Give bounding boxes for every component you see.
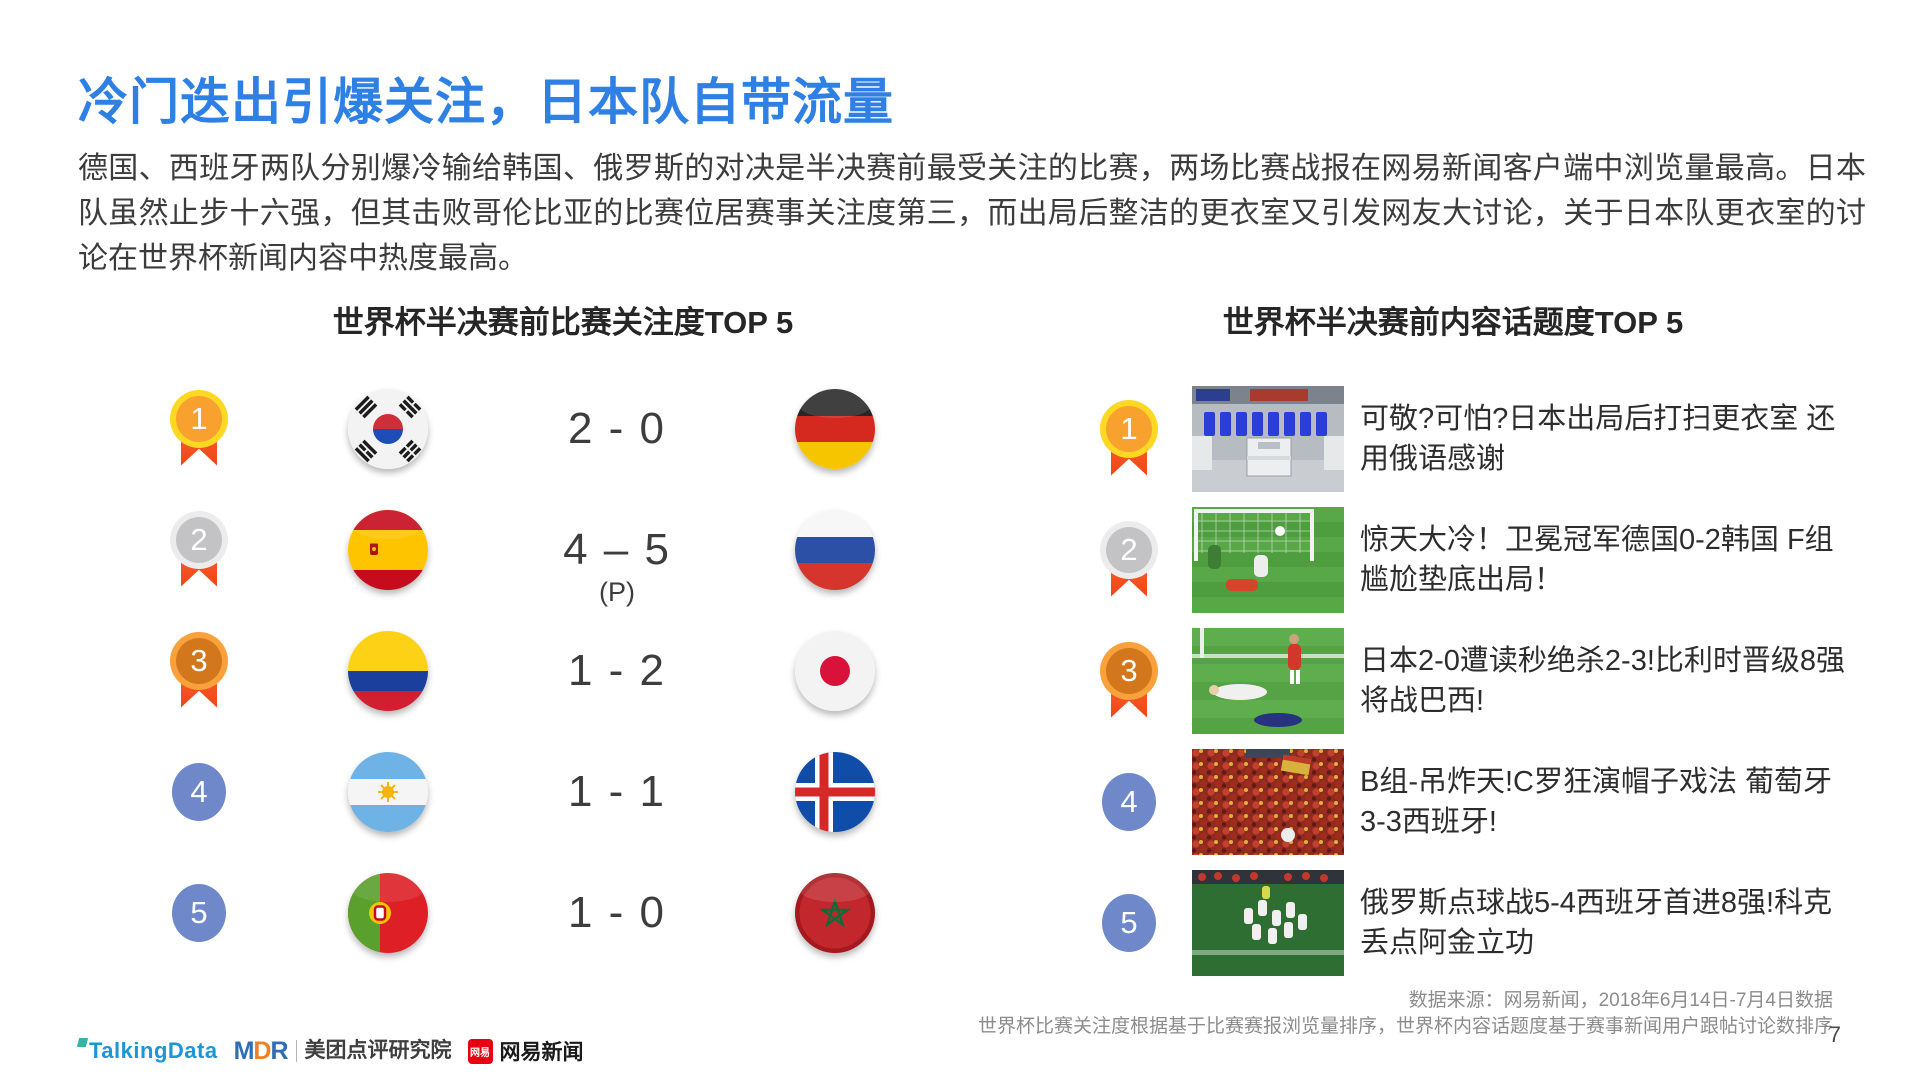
rank-number: 1 bbox=[1106, 405, 1152, 452]
data-source-line2: 世界杯比赛关注度根据基于比赛赛报浏览量排序，世界杯内容话题度基于赛事新闻用户跟帖… bbox=[977, 1016, 1833, 1037]
match-row-2: 2 4 – 5 (P) bbox=[160, 489, 960, 610]
flag-colombia-icon bbox=[348, 630, 428, 711]
flag-germany-icon bbox=[795, 388, 875, 469]
data-source-line1: 数据来源：网易新闻，2018年6月14日-7月4日数据 bbox=[1408, 990, 1833, 1011]
rank-4-badge-icon: 4 bbox=[1102, 772, 1156, 831]
flag-iceland-icon bbox=[795, 751, 875, 832]
match-score: 1 - 1 bbox=[567, 766, 667, 816]
rank-5-badge-icon: 5 bbox=[172, 883, 226, 942]
match-score: 1 - 2 bbox=[567, 645, 667, 695]
news-thumbnail-team-celebration bbox=[1192, 869, 1344, 976]
gold-medal-icon: 1 bbox=[170, 389, 228, 468]
logo-divider bbox=[295, 1040, 297, 1062]
content-topic-list: 1 bbox=[1100, 378, 1865, 983]
news-headline: 可敬?可怕?日本出局后打扫更衣室 还用俄语感谢 bbox=[1360, 402, 1836, 475]
flag-portugal-icon bbox=[348, 872, 428, 953]
page-title: 冷门迭出引爆关注，日本队自带流量 bbox=[78, 74, 894, 130]
rank-5-badge-icon: 5 bbox=[1102, 893, 1156, 952]
talkingdata-wordmark: TalkingData bbox=[89, 1038, 218, 1063]
match-row-4: 4 1 - 1 bbox=[160, 731, 960, 852]
topic-row-2: 2 惊天大冷！卫冕冠军德国0-2韩国 bbox=[1100, 499, 1865, 620]
topic-row-5: 5 俄罗斯点球战5-4西班牙首进8强!科克丢点阿金立功 bbox=[1100, 862, 1865, 983]
match-score: 4 – 5 (P) bbox=[563, 524, 671, 607]
flag-south-korea-icon bbox=[348, 388, 428, 469]
match-score: 2 - 0 bbox=[567, 403, 667, 453]
meituan-research-label: 美团点评研究院 bbox=[304, 1039, 452, 1062]
rank-number: 2 bbox=[176, 516, 222, 563]
silver-medal-icon: 2 bbox=[1100, 520, 1158, 599]
talkingdata-logo: TalkingData bbox=[76, 1038, 218, 1064]
news-thumbnail-goal-scene bbox=[1192, 506, 1344, 613]
flag-russia-icon bbox=[795, 509, 875, 590]
netease-badge-icon: 网易 bbox=[467, 1038, 493, 1064]
rank-4-badge-icon: 4 bbox=[172, 762, 226, 821]
data-source-note: 数据来源：网易新闻，2018年6月14日-7月4日数据 世界杯比赛关注度根据基于… bbox=[978, 988, 1833, 1040]
rank-number: 2 bbox=[1106, 526, 1152, 573]
bronze-medal-icon: 3 bbox=[1100, 641, 1158, 720]
left-panel-title: 世界杯半决赛前比赛关注度TOP 5 bbox=[332, 305, 794, 340]
topic-row-3: 3 日本2-0遭读秒绝杀2-3!比利时晋级8强将战巴西! bbox=[1100, 620, 1865, 741]
rank-number: 1 bbox=[176, 395, 222, 442]
bronze-medal-icon: 3 bbox=[170, 631, 228, 710]
news-headline: 惊天大冷！卫冕冠军德国0-2韩国 F组尴尬垫底出局！ bbox=[1360, 523, 1834, 596]
netease-news-label: 网易新闻 bbox=[499, 1041, 584, 1064]
news-headline: B组-吊炸天!C罗狂演帽子戏法 葡萄牙3-3西班牙! bbox=[1360, 765, 1833, 838]
news-headline: 日本2-0遭读秒绝杀2-3!比利时晋级8强将战巴西! bbox=[1360, 644, 1846, 717]
flag-argentina-icon bbox=[348, 751, 428, 832]
topic-row-4: 4 bbox=[1100, 741, 1865, 862]
flag-morocco-icon bbox=[795, 872, 875, 953]
page-number: 7 bbox=[1828, 1022, 1841, 1047]
match-attention-list: 1 2 - 0 bbox=[160, 368, 960, 973]
talkingdata-tick-icon bbox=[76, 1038, 89, 1047]
silver-medal-icon: 2 bbox=[170, 510, 228, 589]
meituan-dianping-logo: MDR 美团点评研究院 bbox=[234, 1038, 452, 1064]
flag-spain-icon bbox=[348, 509, 428, 590]
news-headline: 俄罗斯点球战5-4西班牙首进8强!科克丢点阿金立功 bbox=[1360, 886, 1833, 959]
right-panel-title: 世界杯半决赛前内容话题度TOP 5 bbox=[1222, 305, 1684, 340]
match-score: 1 - 0 bbox=[567, 887, 667, 937]
rank-number: 3 bbox=[176, 637, 222, 684]
mdr-wordmark: MDR bbox=[233, 1037, 289, 1065]
flag-japan-icon bbox=[795, 630, 875, 711]
intro-paragraph: 德国、西班牙两队分别爆冷输给韩国、俄罗斯的对决是半决赛前最受关注的比赛，两场比赛… bbox=[78, 152, 1866, 275]
footer-logos: TalkingData MDR 美团点评研究院 网易 网易新闻 bbox=[76, 1036, 584, 1066]
match-row-5: 5 1 - 0 bbox=[160, 852, 960, 973]
rank-number: 3 bbox=[1106, 647, 1152, 694]
match-row-3: 3 1 - 2 bbox=[160, 610, 960, 731]
news-thumbnail-locker-room bbox=[1192, 385, 1344, 492]
netease-news-logo: 网易 网易新闻 bbox=[467, 1036, 584, 1066]
news-thumbnail-red-fans bbox=[1192, 748, 1344, 855]
gold-medal-icon: 1 bbox=[1100, 399, 1158, 478]
match-row-1: 1 2 - 0 bbox=[160, 368, 960, 489]
news-thumbnail-players-on-pitch bbox=[1192, 627, 1344, 734]
topic-row-1: 1 bbox=[1100, 378, 1865, 499]
